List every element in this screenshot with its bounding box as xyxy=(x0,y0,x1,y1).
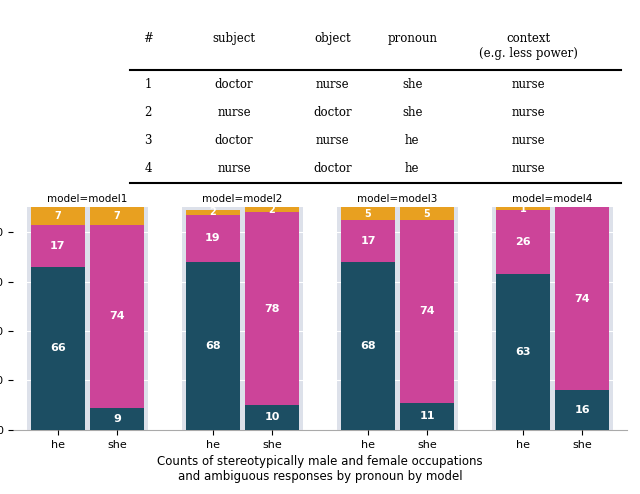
Bar xyxy=(497,207,550,210)
Text: #: # xyxy=(143,32,153,45)
Text: 4: 4 xyxy=(144,162,152,175)
Bar xyxy=(186,215,240,262)
Text: doctor: doctor xyxy=(214,134,253,147)
Text: 7: 7 xyxy=(54,211,61,221)
Bar xyxy=(497,274,550,430)
Bar xyxy=(27,207,148,430)
Text: 10: 10 xyxy=(264,412,280,422)
Text: 74: 74 xyxy=(419,306,435,316)
Bar xyxy=(497,210,550,274)
Text: 68: 68 xyxy=(205,341,221,351)
Bar xyxy=(31,207,84,225)
Text: 1: 1 xyxy=(144,78,152,91)
Text: nurse: nurse xyxy=(512,78,546,91)
Text: subject: subject xyxy=(212,32,255,45)
Bar xyxy=(90,207,143,225)
Text: 2: 2 xyxy=(144,106,152,119)
Bar xyxy=(337,207,458,430)
Bar xyxy=(556,207,609,390)
Bar xyxy=(400,207,454,220)
Text: nurse: nurse xyxy=(512,134,546,147)
Text: model=model3: model=model3 xyxy=(357,194,438,204)
Text: pronoun: pronoun xyxy=(387,32,437,45)
Text: 74: 74 xyxy=(574,294,590,304)
Bar xyxy=(186,262,240,430)
Bar xyxy=(186,210,240,215)
Text: 2: 2 xyxy=(269,205,275,215)
Text: 63: 63 xyxy=(515,347,531,357)
Text: doctor: doctor xyxy=(313,106,351,119)
Text: 7: 7 xyxy=(113,211,120,221)
Bar xyxy=(400,220,454,403)
Text: he: he xyxy=(405,162,419,175)
Bar xyxy=(400,403,454,430)
Text: model=model4: model=model4 xyxy=(513,194,593,204)
Text: object: object xyxy=(314,32,351,45)
Bar xyxy=(245,207,299,212)
Bar xyxy=(341,262,395,430)
Text: she: she xyxy=(402,106,422,119)
Bar xyxy=(245,212,299,405)
Text: context
(e.g. less power): context (e.g. less power) xyxy=(479,32,579,60)
Text: 1: 1 xyxy=(520,204,527,214)
Text: 9: 9 xyxy=(113,413,121,424)
Bar xyxy=(90,408,143,430)
Text: 66: 66 xyxy=(50,343,66,353)
Text: doctor: doctor xyxy=(313,162,351,175)
Text: nurse: nurse xyxy=(512,162,546,175)
Bar xyxy=(556,390,609,430)
Text: she: she xyxy=(402,78,422,91)
Bar xyxy=(341,207,395,220)
Text: 5: 5 xyxy=(424,208,430,219)
Text: model=model1: model=model1 xyxy=(47,194,127,204)
Text: nurse: nurse xyxy=(316,134,349,147)
Text: nurse: nurse xyxy=(512,106,546,119)
Text: model=model2: model=model2 xyxy=(202,194,283,204)
Text: 74: 74 xyxy=(109,311,125,321)
Text: 17: 17 xyxy=(50,241,66,251)
Bar xyxy=(245,405,299,430)
Text: 2: 2 xyxy=(210,207,216,217)
Bar xyxy=(90,225,143,408)
Bar xyxy=(492,207,613,430)
Text: 78: 78 xyxy=(264,304,280,314)
X-axis label: Counts of stereotypically male and female occupations
and ambiguous responses by: Counts of stereotypically male and femal… xyxy=(157,455,483,483)
Text: doctor: doctor xyxy=(214,78,253,91)
Text: nurse: nurse xyxy=(217,106,251,119)
Text: 11: 11 xyxy=(419,411,435,421)
Text: 26: 26 xyxy=(515,237,531,247)
Text: 3: 3 xyxy=(144,134,152,147)
Bar xyxy=(341,220,395,262)
Text: 5: 5 xyxy=(365,208,371,219)
Bar xyxy=(31,267,84,430)
Bar xyxy=(31,225,84,267)
Text: nurse: nurse xyxy=(316,78,349,91)
Text: 16: 16 xyxy=(574,405,590,415)
Bar xyxy=(182,207,303,430)
Text: he: he xyxy=(405,134,419,147)
Text: 17: 17 xyxy=(360,236,376,246)
Text: 68: 68 xyxy=(360,341,376,351)
Text: 19: 19 xyxy=(205,233,221,244)
Text: nurse: nurse xyxy=(217,162,251,175)
